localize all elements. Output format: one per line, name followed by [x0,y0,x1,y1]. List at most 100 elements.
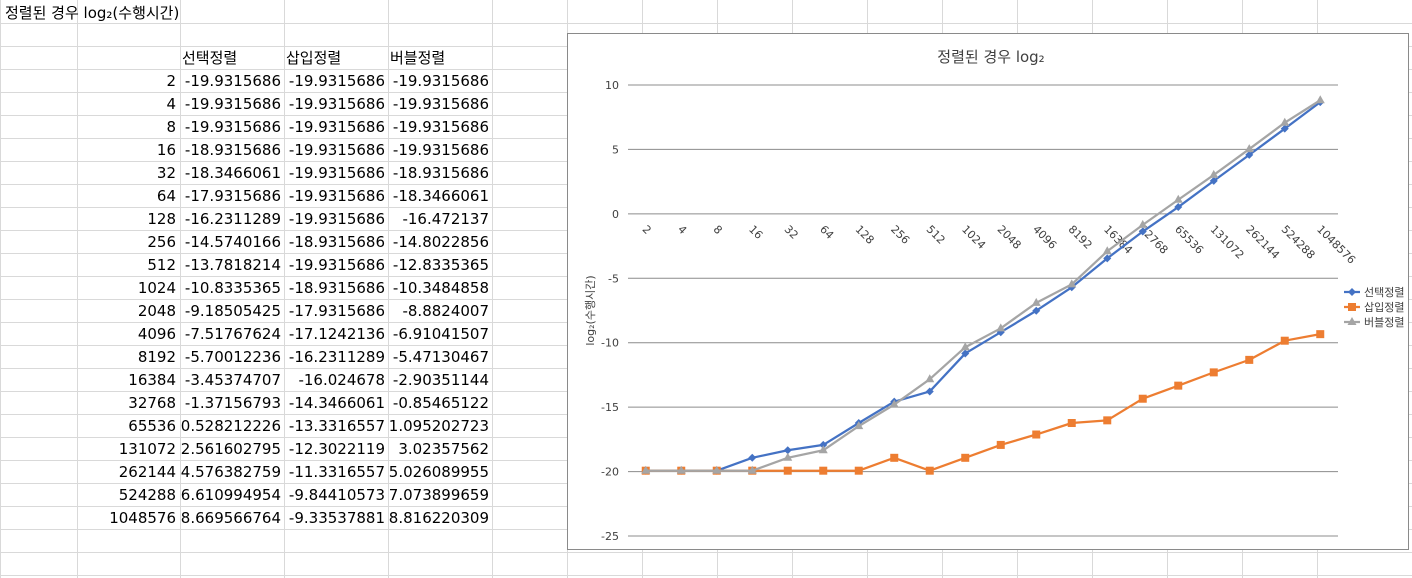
row-n-cell[interactable]: 8 [166,118,176,136]
bubble-sort-cell[interactable]: -19.9315686 [392,141,489,159]
data-point-square [854,466,863,475]
data-point-triangle [1347,317,1357,325]
insertion-sort-cell[interactable]: -11.3316557 [288,463,385,481]
insertion-sort-cell[interactable]: -16.024678 [298,371,385,389]
selection-sort-cell[interactable]: -19.9315686 [184,118,281,136]
row-n-cell[interactable]: 1048576 [109,509,176,527]
selection-sort-cell[interactable]: -5.70012236 [184,348,281,366]
bubble-sort-cell[interactable]: -16.472137 [402,210,489,228]
row-n-cell[interactable]: 65536 [128,417,176,435]
insertion-sort-cell[interactable]: -14.3466061 [288,394,385,412]
bubble-sort-cell[interactable]: -12.8335365 [392,256,489,274]
x-tick-label: 8192 [1066,223,1095,252]
insertion-sort-cell[interactable]: -18.9315686 [288,279,385,297]
row-n-cell[interactable]: 128 [147,210,176,228]
y-tick-label: 5 [612,143,619,156]
row-n-cell[interactable]: 1024 [137,279,176,297]
row-n-cell[interactable]: 4096 [137,325,176,343]
bubble-sort-cell[interactable]: -18.3466061 [392,187,489,205]
row-n-cell[interactable]: 2048 [137,302,176,320]
row-n-cell[interactable]: 16384 [128,371,176,389]
insertion-sort-cell[interactable]: -19.9315686 [288,210,385,228]
data-point-square [1138,394,1147,403]
column-header-3[interactable]: 버블정렬 [390,49,446,67]
data-point-square [1103,416,1112,425]
bubble-sort-cell[interactable]: -19.9315686 [392,72,489,90]
data-point-diamond [748,453,757,462]
insertion-sort-cell[interactable]: -19.9315686 [288,95,385,113]
insertion-sort-cell[interactable]: -18.9315686 [288,233,385,251]
bubble-sort-cell[interactable]: 3.02357562 [398,440,489,458]
insertion-sort-cell[interactable]: -19.9315686 [288,141,385,159]
x-tick-label: 1024 [959,223,988,252]
column-header-1[interactable]: 선택정렬 [182,49,238,67]
bubble-sort-cell[interactable]: 7.073899659 [388,486,489,504]
insertion-sort-cell[interactable]: -13.3316557 [288,417,385,435]
bubble-sort-cell[interactable]: -10.3484858 [392,279,489,297]
selection-sort-cell[interactable]: 8.669566764 [180,509,281,527]
insertion-sort-cell[interactable]: -19.9315686 [288,118,385,136]
selection-sort-cell[interactable]: -17.9315686 [184,187,281,205]
row-n-cell[interactable]: 2 [166,72,176,90]
bubble-sort-cell[interactable]: 1.095202723 [388,417,489,435]
row-n-cell[interactable]: 32 [156,164,176,182]
bubble-sort-cell[interactable]: 8.816220309 [388,509,489,527]
row-n-cell[interactable]: 32768 [128,394,176,412]
column-header-2[interactable]: 삽입정렬 [286,49,342,67]
insertion-sort-cell[interactable]: -12.3022119 [288,440,385,458]
bubble-sort-cell[interactable]: -19.9315686 [392,95,489,113]
selection-sort-cell[interactable]: -16.2311289 [184,210,281,228]
selection-sort-cell[interactable]: -9.18505425 [184,302,281,320]
bubble-sort-cell[interactable]: -14.8022856 [392,233,489,251]
data-point-triangle [889,399,899,408]
data-point-square [819,466,828,475]
selection-sort-cell[interactable]: -18.3466061 [184,164,281,182]
selection-sort-cell[interactable]: -10.8335365 [184,279,281,297]
selection-sort-cell[interactable]: 0.528212226 [180,417,281,435]
row-n-cell[interactable]: 16 [156,141,176,159]
insertion-sort-cell[interactable]: -9.33537881 [288,509,385,527]
bubble-sort-cell[interactable]: -2.90351144 [392,371,489,389]
selection-sort-cell[interactable]: 4.576382759 [180,463,281,481]
bubble-sort-cell[interactable]: -19.9315686 [392,118,489,136]
bubble-sort-cell[interactable]: -0.85465122 [392,394,489,412]
row-n-cell[interactable]: 131072 [118,440,176,458]
selection-sort-cell[interactable]: -3.45374707 [184,371,281,389]
insertion-sort-cell[interactable]: -17.9315686 [288,302,385,320]
insertion-sort-cell[interactable]: -19.9315686 [288,256,385,274]
insertion-sort-cell[interactable]: -9.84410573 [288,486,385,504]
insertion-sort-cell[interactable]: -17.1242136 [288,325,385,343]
selection-sort-cell[interactable]: 6.610994954 [180,486,281,504]
bubble-sort-cell[interactable]: 5.026089955 [388,463,489,481]
insertion-sort-cell[interactable]: -19.9315686 [288,164,385,182]
data-point-square [996,440,1005,449]
data-point-diamond [783,446,792,455]
selection-sort-cell[interactable]: -1.37156793 [184,394,281,412]
row-n-cell[interactable]: 512 [147,256,176,274]
chart[interactable]: 정렬된 경우 log₂ 10 5 0 -5 -10 -15 -20 -25 2 4 8 16 32 64 12… [567,33,1409,550]
insertion-sort-cell[interactable]: -19.9315686 [288,187,385,205]
row-n-cell[interactable]: 262144 [118,463,176,481]
insertion-sort-cell[interactable]: -16.2311289 [288,348,385,366]
selection-sort-cell[interactable]: 2.561602795 [180,440,281,458]
bubble-sort-cell[interactable]: -8.8824007 [402,302,489,320]
selection-sort-cell[interactable]: -7.51767624 [184,325,281,343]
row-n-cell[interactable]: 524288 [118,486,176,504]
row-n-cell[interactable]: 64 [156,187,176,205]
selection-sort-cell[interactable]: -18.9315686 [184,141,281,159]
row-n-cell[interactable]: 4 [166,95,176,113]
insertion-sort-cell[interactable]: -19.9315686 [288,72,385,90]
selection-sort-cell[interactable]: -14.5740166 [184,233,281,251]
data-point-diamond [819,440,828,449]
selection-sort-cell[interactable]: -13.7818214 [184,256,281,274]
data-point-diamond [1280,124,1289,133]
bubble-sort-cell[interactable]: -18.9315686 [392,164,489,182]
selection-sort-cell[interactable]: -19.9315686 [184,95,281,113]
selection-sort-cell[interactable]: -19.9315686 [184,72,281,90]
bubble-sort-cell[interactable]: -5.47130467 [392,348,489,366]
bubble-sort-cell[interactable]: -6.91041507 [392,325,489,343]
row-n-cell[interactable]: 8192 [137,348,176,366]
row-n-cell[interactable]: 256 [147,233,176,251]
y-axis-label: log₂(수행시간) [584,275,597,345]
